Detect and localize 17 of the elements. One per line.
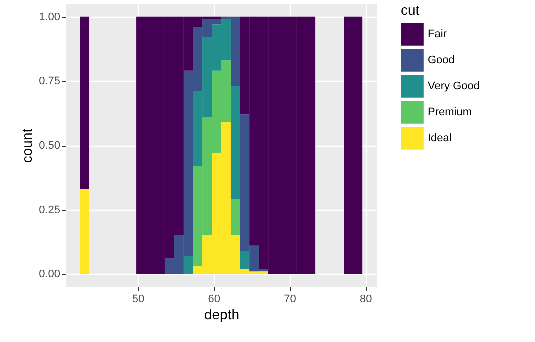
y-tick-label: 0.50 xyxy=(39,140,60,152)
legend-title: cut xyxy=(401,2,420,18)
legend-label: Very Good xyxy=(428,80,480,92)
y-tick-label: 0.75 xyxy=(39,76,60,88)
x-tick-label: 50 xyxy=(132,294,145,306)
legend-label: Good xyxy=(428,54,455,66)
legend-label: Ideal xyxy=(428,132,452,144)
x-tick-label: 70 xyxy=(284,294,296,306)
y-tick-label: 1.00 xyxy=(39,11,60,24)
legend-label: Premium xyxy=(428,106,472,118)
y-axis-title: count xyxy=(19,128,36,164)
legend-label: Fair xyxy=(428,28,448,40)
x-tick-label: 80 xyxy=(360,294,372,306)
x-axis-title: depth xyxy=(204,306,240,322)
x-tick-label: 60 xyxy=(208,294,221,306)
y-tick-label: 0.00 xyxy=(39,268,60,281)
y-tick-label: 0.25 xyxy=(39,204,60,216)
